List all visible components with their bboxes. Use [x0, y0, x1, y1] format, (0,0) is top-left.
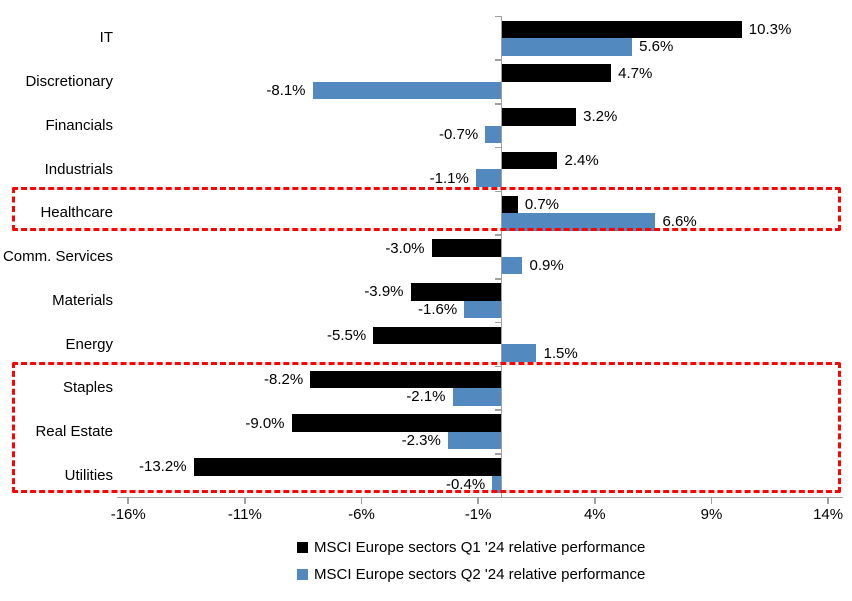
value-label: -1.1%	[429, 169, 469, 187]
x-tick-label: 4%	[583, 505, 606, 523]
value-label: 2.4%	[564, 152, 599, 170]
y-axis-tick	[494, 190, 502, 192]
q2-bar	[452, 388, 502, 406]
y-axis-line	[500, 16, 503, 498]
legend: MSCI Europe sectors Q1 '24 relative perf…	[297, 538, 645, 592]
x-tick-label: 9%	[700, 505, 723, 523]
x-tick-label: -6%	[348, 505, 375, 523]
value-label: -13.2%	[139, 458, 187, 476]
q2-bar	[475, 169, 502, 187]
q2-bar	[492, 475, 502, 494]
y-axis-tick	[494, 278, 502, 280]
category-label: Real Estate	[35, 423, 113, 441]
category-label: Utilities	[64, 466, 113, 484]
category-label: IT	[99, 29, 113, 47]
value-label: -5.5%	[326, 327, 367, 345]
y-axis-tick	[494, 409, 502, 411]
q2-bar	[501, 38, 633, 56]
x-axis-tick	[127, 496, 129, 504]
y-axis-tick	[494, 321, 502, 324]
x-tick-label: -16%	[110, 505, 146, 523]
category-label: Industrials	[44, 160, 113, 178]
q1-bar	[501, 195, 518, 214]
value-label: -1.6%	[417, 300, 458, 318]
category-label: Staples	[62, 379, 113, 397]
value-label: 5.6%	[639, 38, 674, 56]
q1-bar	[193, 458, 502, 476]
category-label: Discretionary	[25, 73, 113, 91]
value-label: -9.0%	[245, 414, 285, 432]
value-label: -8.1%	[266, 82, 306, 100]
x-tick-label: -11%	[227, 505, 262, 523]
value-label: -0.4%	[445, 475, 486, 493]
q1-bar	[431, 239, 502, 257]
x-axis-tick	[710, 496, 713, 504]
legend-item: MSCI Europe sectors Q1 '24 relative perf…	[297, 538, 645, 557]
y-axis-tick	[494, 453, 502, 455]
legend-item: MSCI Europe sectors Q2 '24 relative perf…	[297, 565, 645, 584]
q1-bar	[501, 20, 742, 39]
x-tick-label: 14%	[813, 505, 844, 523]
value-label: 0.7%	[524, 195, 560, 213]
q2-bar	[447, 431, 502, 450]
category-label: Financials	[45, 116, 113, 134]
value-label: 1.5%	[543, 344, 578, 362]
legend-label: MSCI Europe sectors Q1 '24 relative perf…	[314, 539, 646, 556]
q1-bar	[291, 414, 502, 432]
y-axis-tick	[494, 146, 502, 149]
category-label: Energy	[65, 335, 113, 353]
x-axis-tick	[244, 496, 246, 504]
x-axis-tick	[360, 496, 363, 504]
q2-bar	[501, 344, 537, 362]
highlight-box	[12, 186, 841, 231]
q1-bar	[501, 151, 558, 170]
legend-marker-icon	[297, 542, 308, 553]
x-axis-line	[116, 496, 843, 498]
q1-bar	[501, 108, 577, 126]
x-tick-label: -1%	[464, 505, 492, 523]
value-label: 0.9%	[529, 257, 564, 275]
value-label: -3.0%	[385, 239, 425, 257]
q1-bar	[310, 370, 502, 389]
y-axis-tick	[494, 103, 502, 105]
x-axis-tick	[827, 496, 829, 504]
category-label: Comm. Services	[2, 248, 113, 266]
q2-bar	[501, 256, 523, 275]
legend-marker-icon	[297, 569, 308, 580]
q2-bar	[485, 125, 502, 144]
q2-bar	[501, 213, 656, 231]
q1-bar	[501, 64, 612, 82]
value-label: 4.7%	[618, 64, 653, 82]
value-label: -2.3%	[401, 432, 441, 450]
value-label: 3.2%	[583, 108, 618, 126]
q1-bar	[410, 283, 502, 301]
value-label: 6.6%	[662, 213, 697, 231]
value-label: -2.1%	[406, 388, 446, 406]
y-axis-tick	[494, 15, 502, 17]
y-axis-tick	[494, 59, 502, 61]
legend-label: MSCI Europe sectors Q2 '24 relative perf…	[314, 566, 646, 583]
category-label: Materials	[52, 291, 113, 309]
category-label: Healthcare	[40, 204, 113, 222]
x-axis-tick	[477, 496, 479, 504]
value-label: 10.3%	[748, 20, 792, 38]
y-axis-tick	[494, 365, 502, 367]
value-label: -0.7%	[438, 125, 479, 143]
x-axis-tick	[594, 496, 596, 504]
q2-bar	[464, 300, 502, 319]
value-label: -8.2%	[264, 370, 304, 388]
q2-bar	[312, 81, 502, 100]
q1-bar	[373, 326, 502, 345]
y-axis-tick	[494, 234, 502, 236]
value-label: -3.9%	[364, 283, 404, 301]
